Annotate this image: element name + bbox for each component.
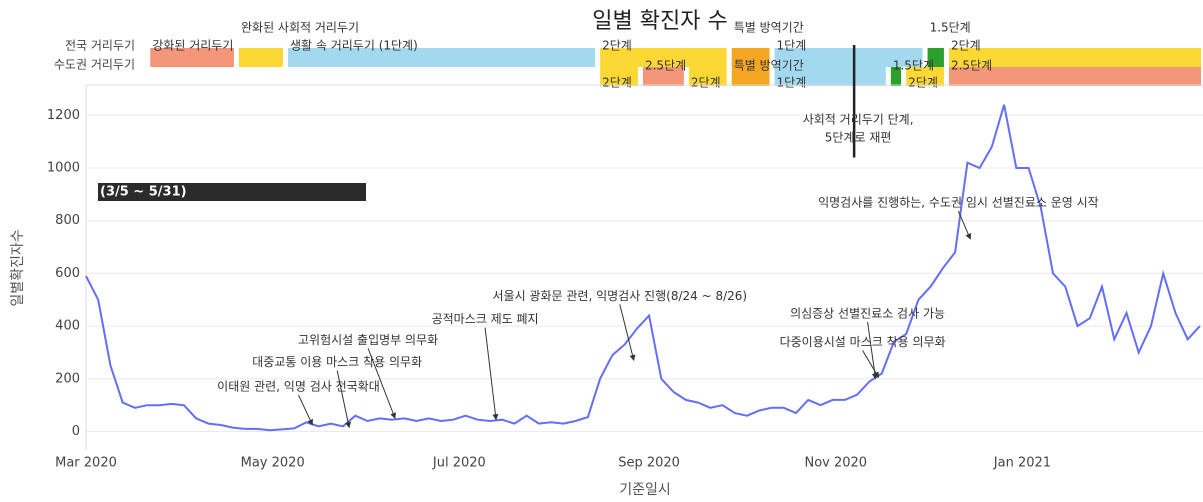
x-tick-label: Sep 2020 <box>618 456 680 471</box>
annotation-text: 서울시 광화문 관련, 익명검사 진행(8/24 ~ 8/26) <box>493 288 748 303</box>
track-name: 전국 거리두기 <box>65 39 135 53</box>
annotation-arrow <box>298 394 313 426</box>
phase-label: 2단계 <box>691 76 721 90</box>
phase-bar <box>948 67 1201 86</box>
phase-label: 2단계 <box>908 76 938 90</box>
marker-line-text: 사회적 거리두기 단계, <box>803 113 914 127</box>
x-tick-label: Mar 2020 <box>55 456 117 471</box>
phase-label: 2단계 <box>602 76 632 90</box>
y-axis-label: 일별확진자수 <box>10 229 26 306</box>
phase-label: 강화된 거리두기 <box>152 39 233 53</box>
phase-bar <box>774 67 886 86</box>
annotation-arrow <box>619 304 636 361</box>
phase-label: 1단계 <box>777 76 807 90</box>
phase-label: 2단계 <box>602 39 632 53</box>
phase-bar <box>600 67 638 86</box>
phase-label: 생활 속 거리두기 (1단계) <box>290 39 418 53</box>
x-tick-label: Jan 2021 <box>993 456 1051 471</box>
annotation-text: 익명검사를 진행하는, 수도권 임시 선별진료소 운영 시작 <box>818 195 1099 210</box>
phase-bar <box>890 67 902 86</box>
y-tick-label: 600 <box>55 266 80 281</box>
phase-bar <box>948 48 1201 67</box>
box-label: (3/5 ~ 5/31) <box>100 185 187 200</box>
y-tick-label: 200 <box>55 371 80 386</box>
y-tick-label: 1000 <box>47 161 80 176</box>
annotation-text: 공적마스크 제도 폐지 <box>432 312 539 326</box>
phase-label: 2.5단계 <box>951 59 992 73</box>
phase-bar <box>600 48 727 67</box>
x-axis-label: 기준일시 <box>619 482 671 498</box>
marker-line-text: 5단계로 재편 <box>825 131 892 145</box>
phase-bar <box>774 48 923 67</box>
phase-label: 특별 방역기간 <box>734 21 804 35</box>
chart-title: 일별 확진자 수 <box>592 9 727 34</box>
y-tick-label: 1200 <box>47 108 80 123</box>
annotation-text: 다중이용시설 마스크 착용 의무화 <box>780 335 946 349</box>
phase-bar <box>287 48 596 67</box>
data-line <box>85 104 1201 432</box>
x-tick-label: May 2020 <box>241 456 305 471</box>
annotation-arrow <box>367 348 396 419</box>
phase-bar <box>642 67 684 86</box>
phase-bar <box>688 67 727 86</box>
phase-label: 완화된 사회적 거리두기 <box>241 21 359 35</box>
phase-label: 1.5단계 <box>893 59 934 73</box>
phase-bar <box>731 67 770 86</box>
phase-bar <box>239 48 283 67</box>
annotation-text: 의심증상 선별진료소 검사 가능 <box>790 306 945 320</box>
phase-bar <box>927 48 944 67</box>
track-name: 수도권 거리두기 <box>54 58 135 72</box>
x-tick-label: Nov 2020 <box>804 456 867 471</box>
annotation-text: 대중교통 이용 마스크 착용 의무화 <box>252 355 422 369</box>
phase-bar <box>731 48 770 67</box>
box-label-bg <box>98 183 366 201</box>
annotation-text: 고위험시설 출입명부 의무화 <box>298 333 438 347</box>
phase-label: 2단계 <box>951 39 981 53</box>
y-tick-label: 400 <box>55 319 80 334</box>
annotation-arrow <box>336 370 352 429</box>
phase-label: 특별 방역기간 <box>734 59 804 73</box>
x-tick-label: Jul 2020 <box>432 456 486 471</box>
y-tick-label: 0 <box>72 424 80 439</box>
phase-label: 1.5단계 <box>930 21 971 35</box>
phase-bar <box>906 67 944 86</box>
phase-label: 1단계 <box>777 39 807 53</box>
annotation-arrow <box>484 327 499 421</box>
annotation-arrow <box>957 210 972 240</box>
annotation-text: 이태원 관련, 익명 검사 전국확대 <box>217 379 380 393</box>
annotation-arrow <box>862 350 880 379</box>
phase-label: 2.5단계 <box>645 59 686 73</box>
y-tick-label: 800 <box>55 213 80 228</box>
phase-bar <box>150 48 234 67</box>
